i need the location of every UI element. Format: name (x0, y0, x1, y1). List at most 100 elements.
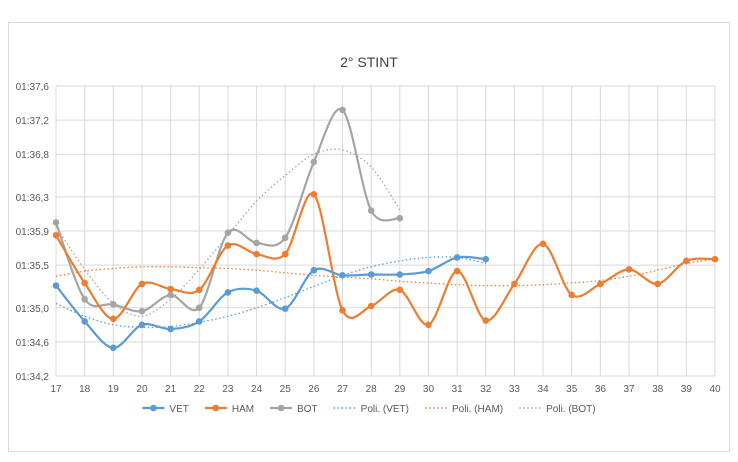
data-point (195, 304, 203, 312)
data-point (253, 250, 260, 258)
data-point (138, 307, 146, 315)
data-point (195, 318, 203, 325)
x-tick-label: 21 (165, 384, 177, 395)
data-point (52, 219, 60, 226)
data-point (339, 272, 346, 279)
legend-entry: Poli. (VET) (333, 404, 409, 415)
legend-marker (150, 404, 157, 412)
x-tick-label: 35 (566, 384, 578, 395)
data-point (654, 280, 661, 288)
x-tick-label: 25 (280, 384, 292, 395)
y-tick-label: 01:37,6 (16, 82, 50, 93)
data-point (224, 229, 232, 237)
x-tick-label: 30 (423, 384, 435, 395)
data-point (539, 240, 547, 248)
x-tick-label: 31 (452, 384, 464, 395)
legend-entry: BOT (270, 404, 318, 415)
legend-items: VET HAM BOT Poli. (VET) Poli. (HAM) Poli. (BO… (142, 404, 596, 415)
y-tick-label: 01:35,5 (16, 261, 50, 272)
x-tick-label: 26 (308, 384, 320, 395)
legend-marker (277, 404, 285, 412)
series-lines (52, 106, 719, 352)
data-point (110, 301, 117, 308)
x-tick-label: 32 (480, 384, 492, 395)
data-point (453, 254, 461, 261)
data-point (81, 295, 88, 303)
data-point (138, 280, 146, 288)
data-point (425, 267, 432, 275)
y-tick-label: 01:34,2 (16, 372, 50, 383)
legend-entry: HAM (204, 404, 254, 415)
data-point (224, 242, 232, 249)
data-point (52, 231, 60, 239)
data-point (253, 287, 260, 295)
legend-label: HAM (232, 404, 254, 415)
data-point (482, 255, 490, 263)
data-point (339, 307, 346, 314)
data-point (81, 318, 88, 325)
x-tick-label: 29 (394, 384, 406, 395)
chart-title: 2° STINT (340, 54, 398, 70)
trendline (55, 258, 716, 287)
data-point (367, 302, 375, 310)
x-tick-label: 37 (623, 384, 635, 395)
data-point (597, 280, 604, 288)
legend-entry: Poli. (BOT) (519, 404, 596, 415)
data-point (281, 250, 289, 258)
data-point (52, 282, 60, 289)
data-point (482, 317, 490, 324)
data-point (167, 325, 174, 333)
x-tick-label: 22 (194, 384, 206, 395)
x-tick-label: 20 (136, 384, 148, 395)
data-point (253, 239, 260, 247)
legend-label: BOT (297, 404, 318, 415)
y-tick-label: 01:35,9 (16, 227, 50, 238)
series-line (55, 255, 486, 349)
x-tick-label: 27 (337, 384, 349, 395)
data-point (110, 344, 117, 352)
data-point (195, 286, 203, 294)
y-tick-label: 01:37,2 (16, 116, 50, 127)
data-point (425, 321, 432, 329)
data-point (110, 315, 117, 323)
legend-entry: Poli. (HAM) (424, 404, 503, 415)
x-tick-label: 28 (366, 384, 378, 395)
data-point (625, 266, 633, 273)
x-tick-label: 38 (652, 384, 664, 395)
x-tick-label: 18 (79, 384, 91, 395)
x-tick-label: 33 (509, 384, 521, 395)
data-point (167, 285, 174, 293)
legend: VET HAM BOT Poli. (VET) Poli. (HAM) Poli. (BO… (142, 404, 596, 415)
x-tick-label: 34 (538, 384, 550, 395)
legend-label: VET (169, 404, 188, 415)
chart-border (8, 22, 730, 452)
legend-entry: VET (142, 404, 189, 415)
x-tick-label: 19 (108, 384, 120, 395)
data-point (224, 289, 232, 296)
data-point (138, 321, 146, 329)
data-point (568, 291, 576, 299)
data-point (310, 158, 318, 166)
data-point (511, 280, 518, 288)
y-axis: 01:34,2 01:34,6 01:35,0 01:35,5 01:35,9 01:36… (16, 82, 50, 383)
data-point (396, 286, 404, 294)
x-tick-label: 36 (595, 384, 607, 395)
legend-marker (212, 404, 220, 412)
x-tick-label: 39 (681, 384, 693, 395)
legend-label: Poli. (HAM) (452, 404, 503, 415)
data-point (453, 267, 461, 275)
legend-label: Poli. (BOT) (546, 404, 595, 415)
legend-label: Poli. (VET) (361, 404, 409, 415)
x-tick-label: 40 (709, 384, 721, 395)
data-point (310, 191, 318, 198)
trendline (55, 256, 486, 329)
data-point (81, 279, 88, 287)
data-point (367, 271, 375, 278)
data-point (339, 106, 346, 114)
x-tick-label: 23 (222, 384, 234, 395)
x-tick-label: 24 (251, 384, 263, 395)
y-tick-label: 01:35,0 (16, 304, 50, 315)
data-point (396, 214, 404, 222)
data-point (281, 234, 289, 242)
chart-frame: 2° STINT 01:34,2 01:34,6 01:35,0 01:35,5 01:… (8, 22, 730, 452)
